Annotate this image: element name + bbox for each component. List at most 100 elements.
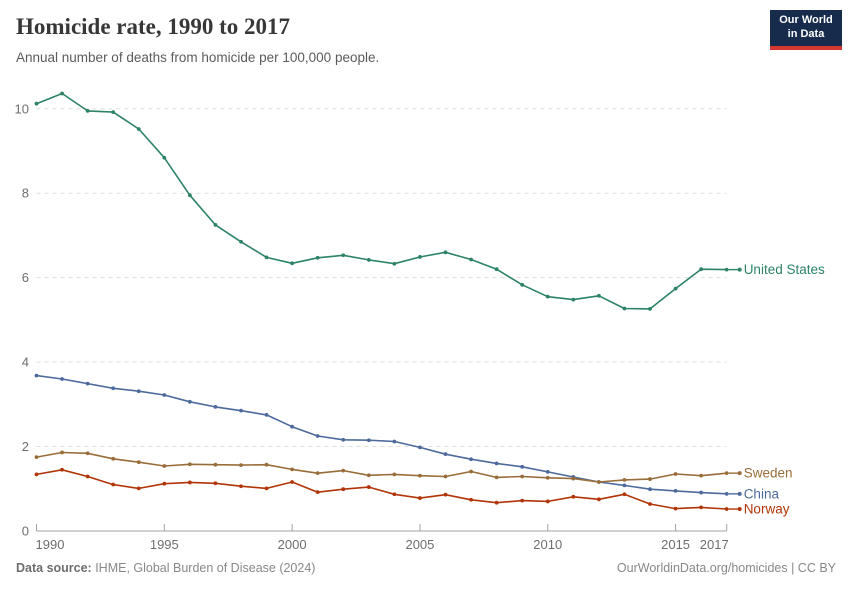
data-point-united-states-1998 — [239, 239, 243, 244]
data-point-united-states-2016 — [699, 267, 704, 272]
data-point-united-states-2001 — [315, 255, 320, 260]
data-point-united-states-1996 — [187, 193, 192, 198]
data-point-sweden-2001 — [315, 471, 320, 476]
data-point-norway-1992 — [85, 474, 90, 479]
data-point-china-2001 — [315, 434, 320, 438]
series-label-sweden: Sweden — [744, 466, 793, 481]
data-point-norway-2014 — [648, 502, 652, 506]
data-point-sweden-2014 — [648, 477, 652, 481]
data-point-norway-2001 — [315, 490, 320, 495]
data-point-united-states-2004 — [392, 261, 397, 266]
data-point-china-2015 — [673, 488, 678, 493]
data-point-united-states-2010 — [545, 294, 550, 299]
data-point-norway-2007 — [469, 497, 473, 502]
data-point-china-2006 — [443, 452, 448, 457]
data-source-note: Data source: IHME, Global Burden of Dise… — [16, 561, 315, 575]
data-point-sweden-1995 — [162, 464, 167, 468]
data-point-china-1993 — [111, 386, 116, 391]
data-point-china-2013 — [622, 483, 627, 488]
data-point-norway-2006 — [443, 492, 448, 497]
data-point-united-states-2013 — [622, 306, 627, 311]
data-point-sweden-2007 — [469, 469, 473, 474]
data-point-china-1996 — [187, 399, 192, 404]
data-point-norway-1998 — [239, 484, 243, 489]
data-point-norway-1995 — [162, 481, 167, 486]
series-label-dot-sweden — [737, 471, 742, 476]
data-point-united-states-2009 — [520, 282, 525, 287]
data-point-china-2014 — [648, 487, 652, 492]
series-label-norway: Norway — [744, 502, 790, 517]
data-point-united-states-2007 — [469, 257, 473, 262]
data-point-sweden-2006 — [443, 474, 448, 479]
series-label-dot-norway — [737, 507, 742, 512]
data-point-sweden-1994 — [136, 460, 141, 465]
data-point-china-2009 — [520, 464, 525, 469]
data-point-norway-2015 — [673, 506, 678, 511]
data-point-norway-1999 — [264, 486, 269, 491]
data-point-norway-2010 — [545, 499, 550, 504]
data-point-norway-2004 — [392, 492, 397, 497]
data-point-norway-1990 — [34, 472, 39, 477]
x-tick-label-2000: 2000 — [278, 537, 307, 552]
data-point-sweden-1993 — [111, 456, 116, 461]
data-point-china-1998 — [239, 408, 243, 413]
data-point-norway-2005 — [418, 496, 422, 500]
data-point-norway-2016 — [699, 505, 704, 510]
data-point-united-states-1994 — [136, 127, 141, 131]
data-point-united-states-2003 — [366, 258, 371, 262]
data-point-norway-1993 — [111, 482, 116, 487]
data-point-sweden-2008 — [494, 475, 499, 480]
owid-logo: Our World in Data — [770, 10, 842, 50]
x-tick-label-2015: 2015 — [661, 537, 690, 552]
data-point-united-states-1992 — [85, 108, 90, 113]
data-point-norway-2011 — [571, 494, 576, 499]
data-point-china-2003 — [366, 438, 371, 443]
series-label-dot-united-states — [737, 267, 742, 272]
x-tick-label-2005: 2005 — [405, 537, 434, 552]
data-point-china-2002 — [341, 437, 346, 442]
x-tick-label-1990: 1990 — [36, 537, 65, 552]
data-point-united-states-2011 — [571, 297, 576, 302]
x-tick-label-2010: 2010 — [533, 537, 562, 552]
series-label-dot-china — [737, 491, 742, 496]
credit-link[interactable]: OurWorldinData.org/homicides | CC BY — [616, 561, 836, 575]
data-point-sweden-2012 — [596, 480, 601, 484]
data-point-sweden-2009 — [520, 474, 525, 479]
data-point-united-states-1995 — [162, 155, 167, 160]
data-point-united-states-2006 — [443, 250, 448, 255]
data-point-united-states-1990 — [34, 101, 39, 106]
data-point-sweden-2004 — [392, 472, 397, 477]
data-point-united-states-1991 — [60, 91, 64, 96]
data-point-sweden-1997 — [213, 462, 218, 467]
x-tick-label-1995: 1995 — [150, 537, 179, 552]
data-point-sweden-1990 — [34, 455, 39, 460]
data-point-united-states-1999 — [264, 255, 269, 260]
y-tick-label-0: 0 — [22, 524, 29, 539]
series-line-sweden — [35, 451, 728, 483]
data-point-united-states-2017 — [724, 267, 729, 272]
data-point-norway-1994 — [136, 486, 141, 491]
data-point-china-2010 — [545, 469, 550, 474]
data-point-norway-1996 — [187, 480, 192, 485]
page-title: Homicide rate, 1990 to 2017 — [16, 14, 291, 39]
page-subtitle: Annual number of deaths from homicide pe… — [16, 50, 380, 65]
data-point-china-1999 — [264, 412, 269, 417]
data-point-united-states-1997 — [213, 222, 218, 227]
data-point-united-states-2002 — [341, 253, 346, 258]
data-point-united-states-2012 — [596, 293, 601, 298]
data-point-china-1991 — [60, 377, 64, 381]
data-point-united-states-2015 — [673, 286, 678, 291]
data-point-sweden-2002 — [341, 468, 346, 473]
data-point-united-states-2008 — [494, 267, 499, 272]
data-point-norway-1991 — [60, 467, 64, 472]
data-point-norway-2008 — [494, 500, 499, 505]
data-point-china-1990 — [34, 373, 39, 378]
series-line-norway — [35, 468, 728, 510]
y-tick-label-10: 10 — [15, 101, 29, 116]
data-point-china-2004 — [392, 439, 397, 444]
data-point-norway-2012 — [596, 497, 601, 502]
x-tick-label-2017: 2017 — [700, 537, 729, 552]
data-point-sweden-1999 — [264, 462, 269, 467]
